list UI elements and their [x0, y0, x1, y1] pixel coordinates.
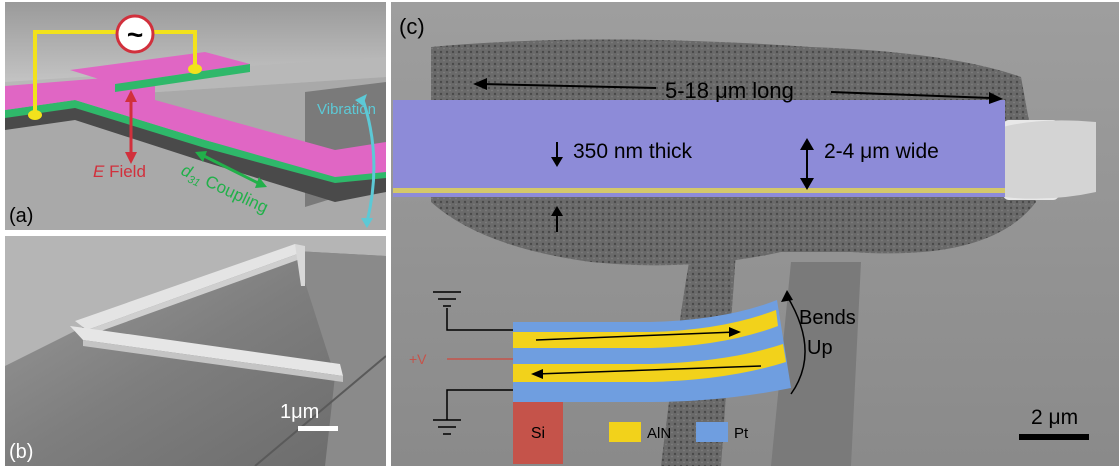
panel-a-label: (a) [9, 205, 33, 227]
beam-lower-arm-side [83, 340, 343, 382]
panel-c-label: (c) [399, 14, 425, 39]
length-arrow-right [830, 91, 992, 99]
beam-pt-edge [393, 193, 1005, 197]
beam-upper-arm-side [87, 252, 303, 336]
length-arrowhead-right [989, 92, 1003, 104]
contact-left [28, 110, 42, 120]
panel-c-scale-text: 2 μm [1031, 406, 1078, 429]
cavity-lower [431, 187, 1036, 266]
width-arrowhead-down [800, 178, 814, 190]
si-label: Si [531, 425, 545, 442]
panel-b-scale-text: 1μm [280, 401, 319, 423]
beam-aln-edge [393, 188, 1005, 193]
ac-source-symbol: ~ [127, 19, 143, 50]
panel-c-scale-bar [1019, 434, 1089, 440]
e-field-label: E Field [93, 162, 146, 181]
legend-aln-swatch [609, 422, 641, 442]
vibration-arrow [360, 96, 376, 223]
contact-right [188, 64, 202, 74]
field-arrowhead-2 [531, 369, 543, 379]
legend-pt-swatch [696, 422, 728, 442]
coupling-arrowhead-left [195, 151, 207, 162]
length-arrowhead-left [473, 78, 487, 90]
e-field-arrowhead-up [125, 90, 137, 102]
coupling-arrowhead-right [255, 177, 267, 188]
wire-right [153, 30, 197, 68]
surface-crack [254, 355, 386, 466]
voltage-label: +V [409, 351, 427, 367]
thickness-arrowhead-top [551, 157, 563, 167]
legend-pt-label: Pt [734, 425, 749, 442]
beam-top-layer [5, 74, 386, 177]
ground-wire-top [446, 308, 513, 331]
panel-a-schematic: ~ E Field d31 Coupling Vibration (a) [5, 2, 386, 230]
thickness-label: 350 nm thick [573, 140, 693, 163]
anchor-pad [1003, 120, 1096, 199]
vibration-arrowhead-down [361, 218, 373, 228]
beam-upper-arm [75, 244, 303, 330]
width-label: 2-4 μm wide [824, 140, 939, 163]
ground-wire-bottom [446, 389, 513, 420]
right-slope [295, 251, 386, 466]
vibration-label: Vibration [317, 101, 376, 118]
beam-stub [70, 52, 250, 84]
bend-arrowhead [781, 290, 793, 302]
panel-b-svg: 1μm (b) [5, 236, 386, 466]
bends-label: Bends [799, 307, 856, 329]
coupling-arrow [199, 152, 261, 186]
field-arrowhead-1 [729, 327, 741, 337]
beam-green-layer [5, 100, 386, 183]
panel-a-svg: ~ E Field d31 Coupling Vibration (a) [5, 2, 386, 230]
bend-arrow [786, 295, 806, 395]
wire-left [33, 30, 117, 114]
panel-c-svg: 5-18 μm long 350 nm thick 2-4 μm wide +V [391, 2, 1119, 466]
panel-c-sem: 5-18 μm long 350 nm thick 2-4 μm wide +V [391, 2, 1119, 466]
up-label: Up [807, 337, 833, 359]
vibration-arrowhead-up [355, 94, 367, 106]
ac-source-icon [115, 14, 155, 54]
thickness-arrowhead-bottom [551, 206, 563, 216]
field-arrow-2 [535, 365, 762, 375]
e-field-arrowhead-down [125, 152, 137, 164]
beam-body [393, 100, 1005, 188]
bending-inset: +V Bends Up Si AlN Pt [409, 290, 856, 464]
field-arrow-1 [535, 331, 737, 341]
si-block [513, 402, 563, 464]
beam-lower-arm [70, 326, 343, 376]
beam-stub-green [115, 64, 250, 92]
beam-right-edge [295, 244, 305, 286]
width-arrowhead-up [800, 138, 814, 150]
panel-b-scale-bar [298, 426, 338, 431]
upper-plateau [5, 236, 386, 366]
length-arrow-left [480, 83, 657, 89]
panel-b-label: (b) [9, 441, 33, 463]
panel-b-sem: 1μm (b) [5, 236, 386, 466]
legend-aln-label: AlN [647, 425, 671, 442]
length-label: 5-18 μm long [665, 78, 794, 103]
cavity-channel-right [771, 262, 861, 466]
